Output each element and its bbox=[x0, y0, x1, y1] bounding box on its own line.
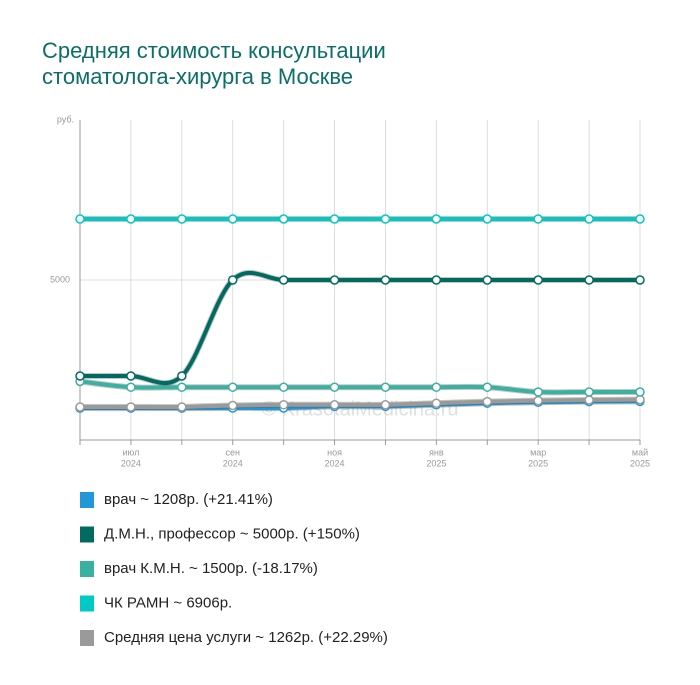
point bbox=[533, 214, 543, 224]
x-tick-label: янв bbox=[429, 447, 444, 457]
x-tick-label: сен bbox=[225, 447, 240, 457]
point bbox=[533, 395, 543, 406]
point bbox=[635, 275, 645, 285]
point bbox=[126, 214, 136, 224]
legend-label: Д.М.Н., профессор ~ 5000р. (+150%) bbox=[104, 525, 360, 542]
point bbox=[278, 275, 289, 285]
point bbox=[329, 382, 340, 392]
point bbox=[227, 275, 238, 285]
legend-swatch bbox=[80, 630, 94, 646]
point bbox=[329, 400, 340, 410]
legend-label: врач ~ 1208р. (+21.41%) bbox=[104, 491, 273, 508]
point bbox=[584, 275, 594, 285]
point bbox=[278, 382, 289, 392]
point bbox=[482, 382, 493, 392]
point bbox=[227, 214, 238, 224]
legend-swatch bbox=[80, 526, 94, 543]
x-tick-label: май bbox=[632, 447, 648, 457]
point bbox=[329, 275, 340, 285]
point bbox=[380, 382, 391, 392]
point bbox=[380, 275, 391, 285]
x-tick-label: 2025 bbox=[630, 458, 650, 468]
point bbox=[431, 382, 442, 392]
point bbox=[584, 395, 594, 405]
legend-swatch bbox=[80, 595, 94, 612]
point bbox=[126, 371, 136, 381]
chart-title: Средняя стоимость консультации bbox=[42, 38, 386, 63]
legend-swatch bbox=[80, 561, 94, 577]
point bbox=[431, 214, 442, 224]
point bbox=[227, 400, 238, 411]
legend-label: врач К.М.Н. ~ 1500р. (-18.17%) bbox=[104, 560, 318, 577]
point bbox=[431, 275, 442, 285]
point bbox=[75, 214, 85, 224]
legend-label: ЧК РАМН ~ 6906р. bbox=[104, 594, 232, 611]
point bbox=[482, 396, 493, 407]
chart-title: стоматолога-хирурга в Москве bbox=[42, 64, 353, 89]
point bbox=[126, 382, 136, 392]
point bbox=[329, 214, 340, 224]
point bbox=[75, 371, 85, 381]
line-outline bbox=[80, 269, 640, 387]
x-tick-label: 2025 bbox=[426, 458, 446, 468]
x-tick-label: ноя bbox=[327, 447, 342, 457]
point bbox=[177, 214, 187, 224]
point bbox=[635, 394, 645, 405]
point bbox=[584, 387, 594, 397]
legend-label: Средняя цена услуги ~ 1262р. (+22.29%) bbox=[104, 629, 388, 646]
point bbox=[635, 214, 645, 224]
point bbox=[431, 398, 442, 408]
point bbox=[482, 275, 493, 285]
x-tick-label: июл bbox=[122, 447, 139, 457]
point bbox=[177, 382, 187, 392]
series-line bbox=[80, 270, 640, 386]
point bbox=[533, 275, 543, 285]
point bbox=[177, 371, 187, 381]
x-tick-label: 2024 bbox=[121, 458, 141, 468]
point bbox=[380, 400, 391, 410]
point bbox=[533, 387, 543, 397]
point bbox=[278, 214, 289, 224]
y-axis-label: руб. bbox=[57, 114, 74, 124]
x-tick-label: 2024 bbox=[325, 458, 345, 468]
point bbox=[482, 214, 493, 224]
point bbox=[75, 402, 85, 412]
x-tick-label: мар bbox=[530, 447, 546, 457]
x-tick-label: 2025 bbox=[528, 458, 548, 468]
point bbox=[380, 214, 391, 224]
point bbox=[278, 400, 289, 410]
point bbox=[635, 387, 645, 397]
point bbox=[227, 382, 238, 392]
point bbox=[177, 402, 187, 412]
point bbox=[584, 214, 594, 224]
point bbox=[126, 402, 136, 412]
legend-swatch bbox=[80, 492, 94, 508]
y-tick-label: 5000 bbox=[50, 274, 70, 284]
x-tick-label: 2024 bbox=[223, 458, 243, 468]
